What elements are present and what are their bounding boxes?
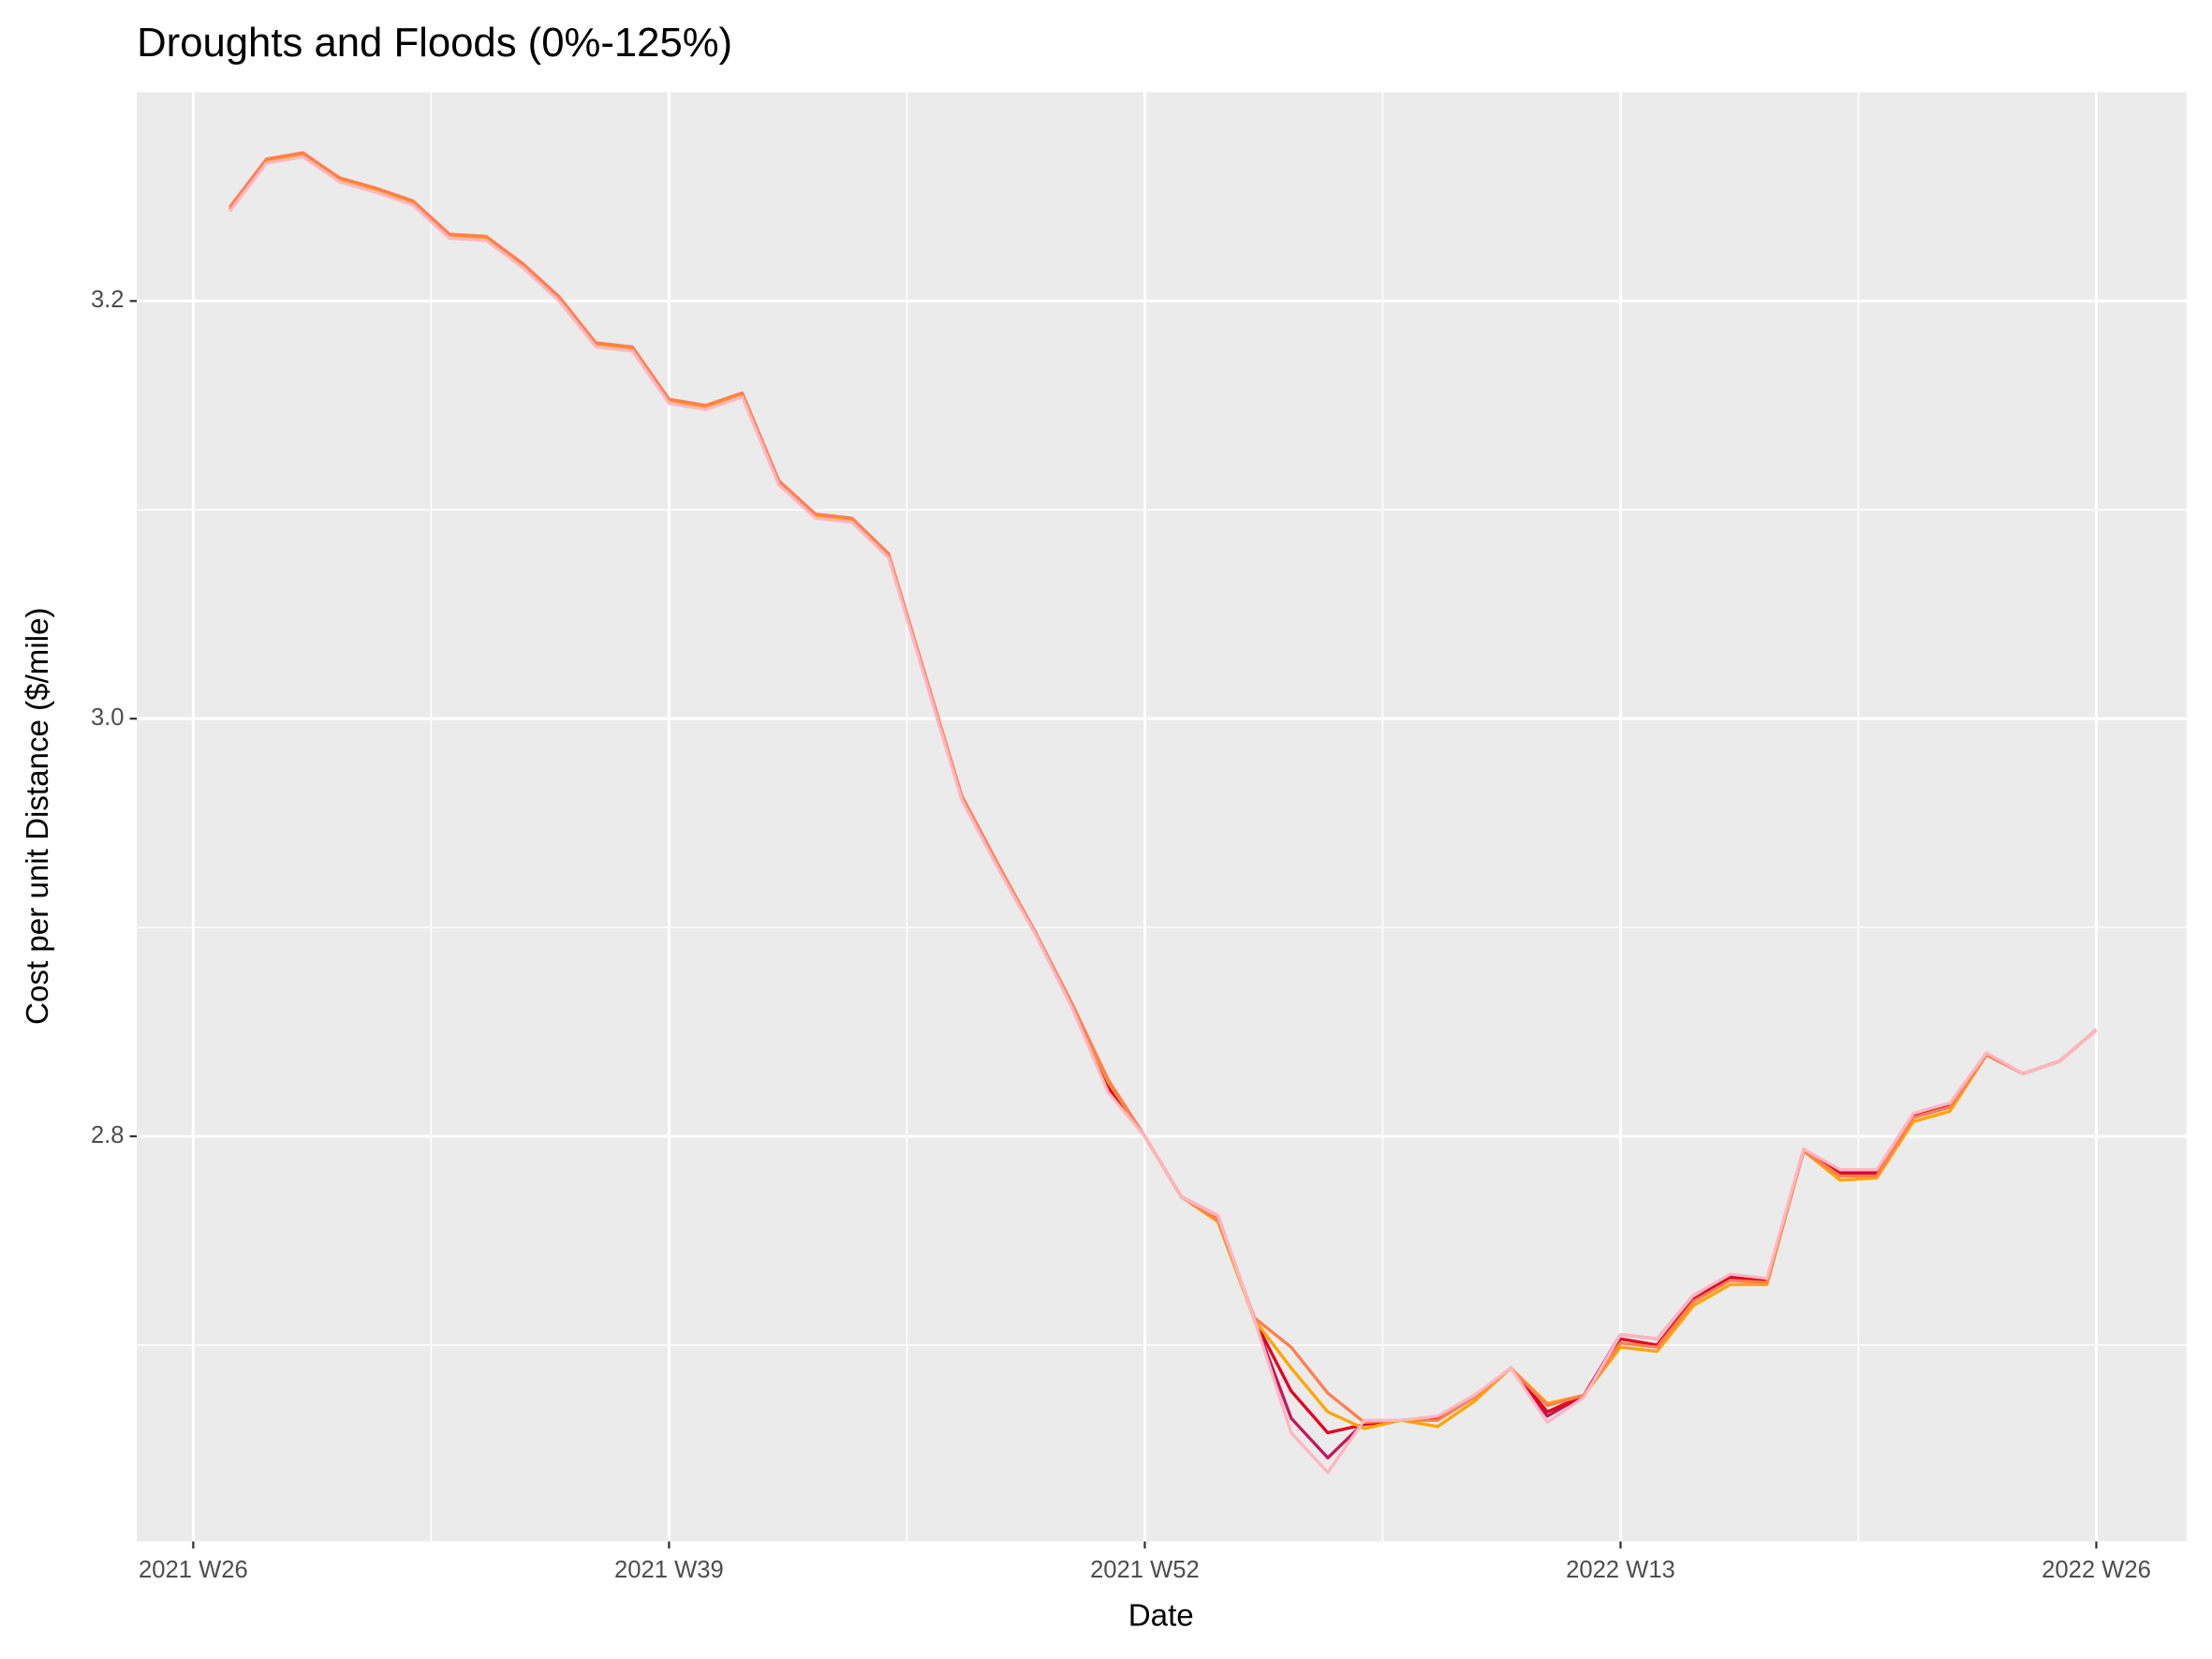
y-tick-label: 2.8: [91, 1122, 125, 1148]
y-tick-label: 3.0: [91, 704, 125, 731]
lines: [229, 151, 2098, 1474]
x-tick-label: 2022 W26: [2042, 1557, 2151, 1583]
chart-title: Droughts and Floods (0%-125%): [137, 20, 732, 66]
axes: 2.8 3.0 3.2 2021 W26 2021 W39 2021 W52 2022 W1…: [91, 287, 2151, 1583]
x-tick-label: 2021 W39: [614, 1557, 724, 1583]
x-tick-label: 2022 W13: [1566, 1557, 1675, 1583]
plot-panel: [137, 92, 2187, 1542]
x-axis-title: Date: [1128, 1599, 1194, 1634]
x-tick-label: 2021 W52: [1090, 1557, 1200, 1583]
series-line: [229, 155, 2098, 1474]
y-tick-label: 3.2: [91, 287, 125, 313]
grid: [137, 92, 2187, 1542]
y-axis-title: Cost per unit Distance ($/mile): [21, 607, 55, 1025]
x-tick-label: 2021 W26: [139, 1557, 248, 1583]
